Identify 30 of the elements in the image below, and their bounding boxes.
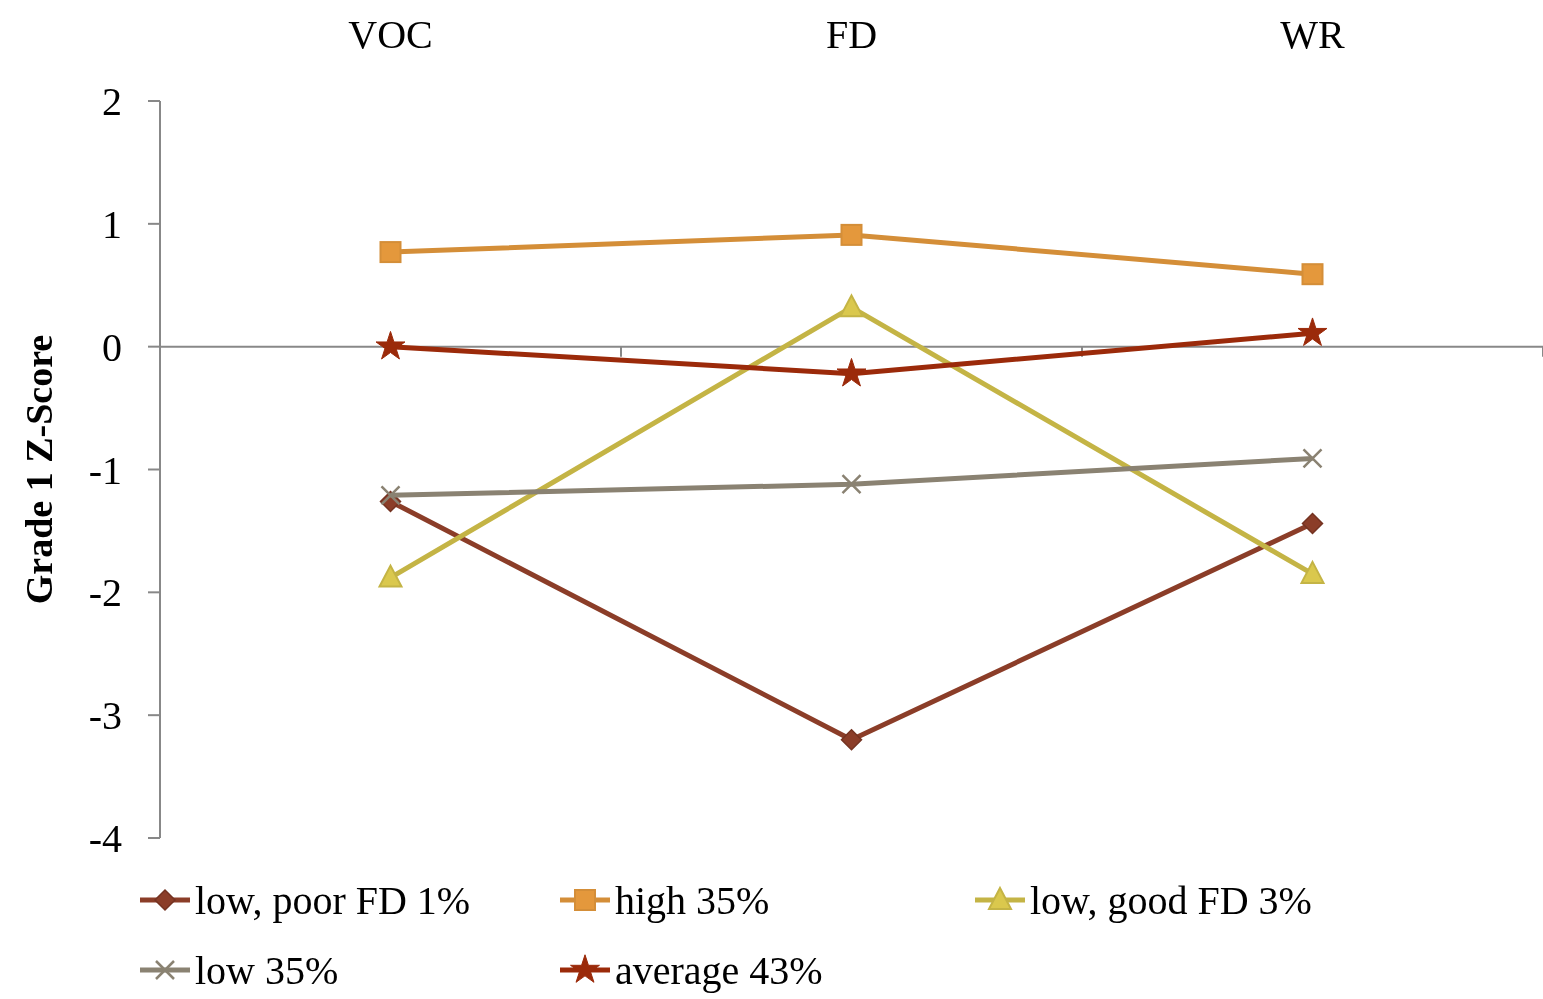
y-tick-label: 2 [102,79,122,124]
point [1297,317,1328,346]
y-tick-label: 1 [102,201,122,247]
point [379,241,402,264]
legend-label: low, poor FD 1% [195,878,471,923]
y-tick-label: -3 [88,693,122,739]
legend-label: low, good FD 3% [1030,878,1312,923]
legend-label: average 43% [615,948,823,993]
point [1300,560,1325,584]
y-tick-label: 0 [102,324,122,370]
point [380,485,401,506]
point [375,330,406,360]
point [1301,263,1324,286]
y-tick-label: -4 [88,816,122,861]
point [839,294,864,318]
x-tick-label: WR [1280,12,1346,57]
point [1301,512,1324,535]
x-tick-label: FD [825,12,878,57]
point [378,564,403,588]
point [841,473,862,495]
point [1302,448,1323,469]
legend-label: low 35% [195,948,339,993]
y-tick-label: -2 [88,570,122,616]
point [840,223,863,246]
y-tick-label: -1 [88,447,122,493]
point [840,728,863,751]
legend-label: high 35% [615,878,770,923]
x-tick-label: VOC [348,12,433,57]
y-axis-title: Grade 1 Z-Score [18,334,60,605]
point [836,357,867,387]
